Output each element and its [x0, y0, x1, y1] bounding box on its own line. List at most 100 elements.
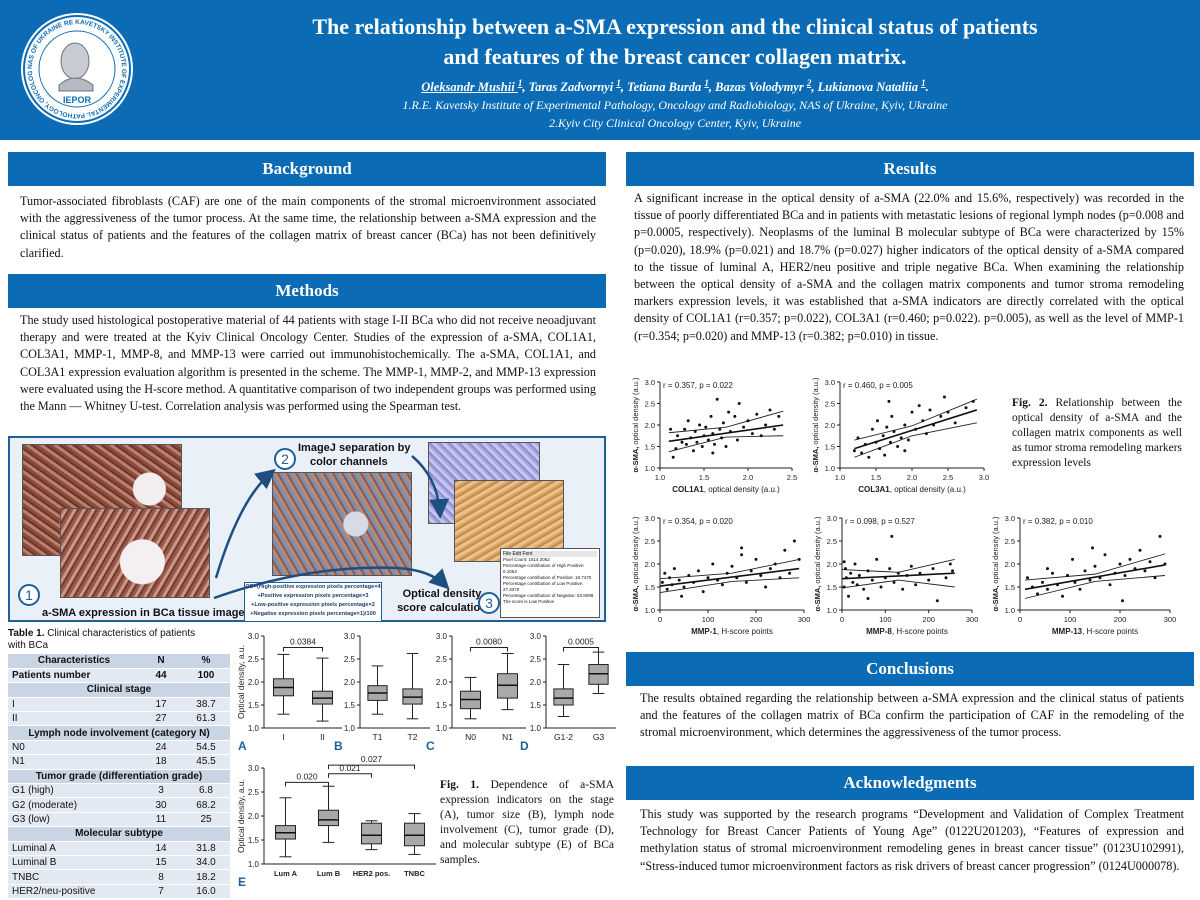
table-cell: 61.3	[182, 711, 230, 727]
y-tick-label: 3.0	[344, 632, 356, 641]
fig2-caption-text: Relationship between the optical density…	[1012, 397, 1183, 469]
scatter-point	[1121, 599, 1124, 603]
scatter-point	[1093, 564, 1097, 568]
acknowledgments-text: This study was supported by the research…	[640, 807, 1184, 873]
scatter-point	[684, 442, 688, 446]
x-category-label: T1	[373, 732, 383, 742]
scatter-point	[849, 571, 853, 575]
y-tick-label: 2.5	[827, 537, 837, 546]
x-tick-label: 2.5	[787, 473, 797, 482]
scatter-point	[772, 427, 776, 431]
scatter-point	[721, 421, 725, 425]
x-category-label: I	[282, 732, 284, 742]
x-axis-title: MMP-13, H-score points	[1052, 627, 1138, 636]
scatter-point	[1061, 594, 1064, 598]
table-category-cell: Clinical stage	[8, 682, 230, 698]
table-cell: 18.2	[182, 869, 230, 885]
scatter-point	[663, 571, 667, 575]
scatter-point	[1031, 585, 1034, 589]
x-tick-label: 100	[702, 615, 715, 624]
y-tick-label: 2.5	[825, 400, 835, 409]
scatter-point	[680, 440, 684, 444]
table1-caption-line1: Clinical characteristics of patients	[47, 628, 196, 639]
fig2-caption-bold: Fig. 2.	[1012, 397, 1048, 409]
step-2-label-line2: color channels	[310, 456, 388, 468]
scatter-point	[951, 569, 954, 573]
x-category-label: Lum A	[274, 869, 298, 878]
scatter-point	[917, 404, 921, 408]
scatter-point	[862, 587, 866, 591]
scatter-point	[702, 434, 706, 438]
p-value-label: 0.0384	[290, 637, 316, 647]
scatter-point	[693, 429, 697, 433]
panel-label-A: A	[238, 739, 247, 753]
x-category-label: TNBC	[404, 869, 425, 878]
scatter-point	[1078, 587, 1082, 591]
scatter-point	[1071, 557, 1074, 561]
table-cell: 25	[182, 812, 230, 828]
x-tick-label: 0	[840, 615, 844, 624]
author-affiliation-index: 2	[806, 78, 812, 88]
table-header-cell: Characteristics	[8, 654, 140, 669]
results-text: A significant increase in the optical de…	[634, 191, 1184, 343]
confidence-band-upper	[841, 558, 955, 573]
x-axis-title-bold: MMP-1	[691, 627, 717, 636]
scatter-point	[744, 580, 748, 584]
y-axis-title: α-SMA, optical density (a.u.)	[631, 516, 640, 612]
table-cell: Patients number	[8, 668, 140, 684]
table-cell: 44	[140, 668, 182, 684]
scatter-point	[730, 564, 734, 568]
scatter-point	[701, 590, 705, 594]
scatter-point	[728, 429, 732, 433]
scatter-point	[1066, 574, 1069, 577]
author-affiliation-index: 1	[517, 78, 523, 88]
scatter-point	[669, 427, 673, 431]
scatter-point	[932, 423, 936, 427]
scatter-point	[737, 402, 741, 405]
step-1-label: a-SMA expression in BCa tissue images	[42, 607, 251, 619]
author-affiliation-index: 1	[921, 78, 926, 88]
y-tick-label: 1.5	[530, 701, 542, 710]
scatter-point	[718, 427, 722, 431]
regression-line	[668, 424, 784, 443]
scatter-point	[931, 567, 935, 571]
box-iqr	[361, 822, 382, 845]
scatter-point	[720, 583, 724, 587]
y-axis-title: α-SMA, optical density (a.u.)	[991, 516, 1000, 612]
y-axis-title-bold: α-SMA,	[813, 586, 822, 612]
table-cell: 3	[140, 783, 182, 799]
scatter-point	[704, 425, 708, 429]
correlation-stat: r = 0.460, p = 0.005	[843, 381, 913, 390]
scatter-point	[971, 399, 975, 403]
scatter-point	[749, 569, 753, 573]
confidence-band-upper	[854, 398, 977, 441]
scatter-point	[692, 580, 696, 584]
scatter-point	[896, 445, 900, 448]
x-tick-label: 200	[922, 615, 935, 624]
x-axis-title: COL3A1, optical density (a.u.)	[858, 485, 966, 494]
scatter-point	[1056, 583, 1059, 587]
scatter-point	[677, 578, 681, 582]
y-tick-label: 2.0	[1005, 560, 1015, 569]
scatter-point	[870, 578, 874, 582]
table-cell: N0	[8, 740, 140, 756]
window-line: Percentage contribution of Negative: 53.…	[503, 593, 594, 598]
y-axis-title-rest: optical density (a.u.)	[631, 377, 640, 447]
scatter-point	[687, 574, 691, 577]
title-line-2: and features of the breast cancer collag…	[443, 44, 907, 69]
y-tick-label: 2.0	[436, 678, 448, 687]
logo-abbrev: IEPOR	[63, 95, 92, 105]
scatter-point	[857, 574, 861, 577]
table-cell: 17	[140, 697, 182, 713]
correlation-stat: r = 0.382, p = 0.010	[1023, 517, 1093, 526]
scatter-point	[686, 419, 690, 423]
y-tick-label: 3.0	[645, 514, 655, 523]
methods-heading: Methods	[8, 274, 606, 308]
scatter-point	[1051, 571, 1054, 575]
scatter-point	[843, 567, 847, 571]
x-tick-label: 300	[1164, 615, 1177, 624]
scatter-point	[870, 427, 874, 431]
y-tick-label: 2.5	[248, 655, 260, 664]
scatter-point	[842, 560, 846, 564]
x-tick-label: 100	[879, 615, 892, 624]
